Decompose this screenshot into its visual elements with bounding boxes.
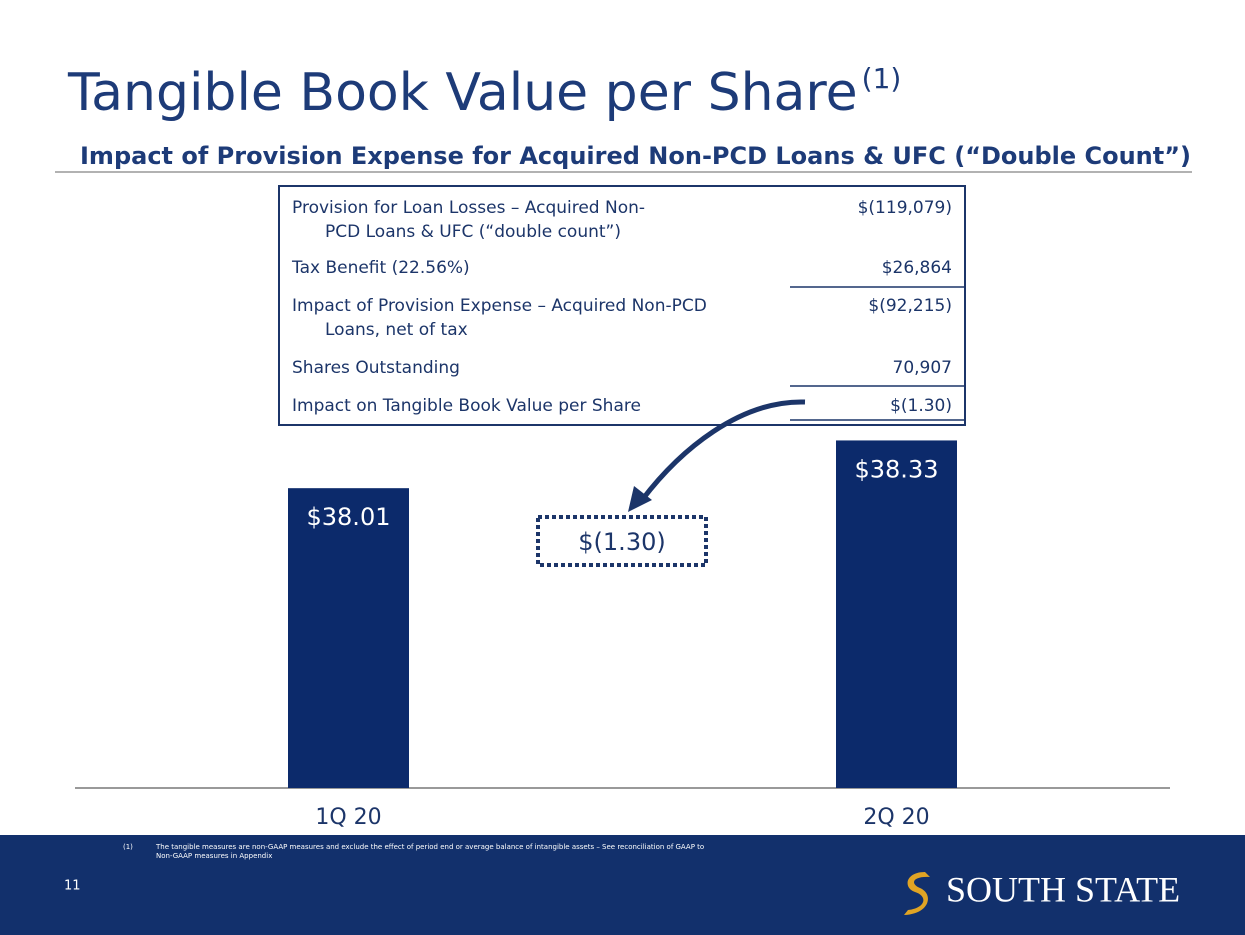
row-label: Impact on Tangible Book Value per Share: [292, 396, 641, 416]
arrow-head: [628, 486, 652, 512]
table: Provision for Loan Losses – Acquired Non…: [291, 198, 952, 416]
bar: [836, 440, 957, 788]
arrow: [640, 399, 806, 502]
footnote-marker: (1): [123, 843, 133, 851]
row-value: $(92,215): [868, 296, 952, 316]
row-label: Shares Outstanding: [292, 358, 460, 378]
callout: $(1.30): [578, 528, 665, 556]
callout-box: [536, 515, 708, 567]
row-label: Tax Benefit (22.56%): [291, 258, 470, 278]
row-value: $26,864: [882, 258, 952, 278]
table-frame: [278, 185, 966, 426]
row-value: 70,907: [893, 358, 952, 378]
footer: [0, 835, 1245, 935]
bar: [288, 488, 409, 788]
subtitle: Impact of Provision Expense for Acquired…: [80, 142, 1191, 170]
slide-title: Tangible Book Value per Share: [67, 63, 858, 123]
row-label: Impact of Provision Expense – Acquired N…: [292, 296, 707, 316]
row-label: Provision for Loan Losses – Acquired Non…: [292, 198, 645, 218]
value-label: $38.33: [855, 455, 939, 483]
x-tick-label: 2Q 20: [863, 805, 929, 830]
footnote: The tangible measures are non-GAAP measu…: [155, 843, 704, 851]
chart: $38.01 1Q 20 $38.33 2Q 20: [288, 440, 957, 830]
row-label: Loans, net of tax: [325, 320, 468, 340]
footnote: Non-GAAP measures in Appendix: [156, 852, 272, 860]
logo-mark: [904, 872, 930, 915]
row-label: PCD Loans & UFC (“double count”): [325, 222, 621, 242]
logo: SOUTH STATE: [946, 869, 1180, 909]
row-value: $(1.30): [890, 396, 952, 416]
row-value: $(119,079): [858, 198, 952, 218]
title-note: (1): [862, 62, 902, 95]
x-tick-label: 1Q 20: [315, 805, 381, 830]
value-label: $38.01: [307, 503, 391, 531]
page-number: 11: [64, 879, 81, 894]
